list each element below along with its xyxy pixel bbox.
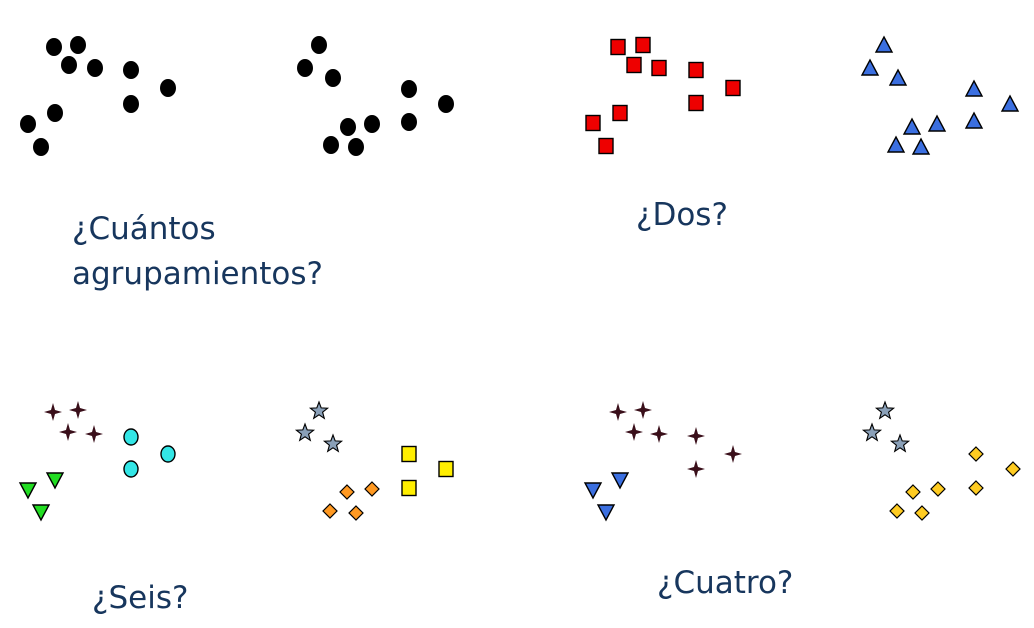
- green-triangle-point: [20, 483, 36, 498]
- gold-diamond-point: [969, 447, 983, 461]
- red-square-point: [689, 96, 703, 111]
- blue-triangle-point: [966, 113, 982, 128]
- dark-star-point: [687, 460, 705, 478]
- red-square-point: [726, 81, 740, 96]
- orange-diamond-point: [323, 504, 337, 518]
- cyan-circle-point: [124, 461, 138, 477]
- data-point: [438, 95, 454, 113]
- data-point: [340, 118, 356, 136]
- question-four: ¿Cuatro?: [657, 562, 793, 604]
- data-point: [61, 56, 77, 74]
- question-six: ¿Seis?: [92, 577, 188, 619]
- blue-triangle-point: [1002, 96, 1018, 111]
- red-square-point: [636, 38, 650, 53]
- question-two: ¿Dos?: [636, 194, 728, 236]
- gold-diamond-point: [890, 504, 904, 518]
- gray-star-point: [891, 435, 908, 451]
- gold-diamond-point: [931, 482, 945, 496]
- red-square-point: [613, 106, 627, 121]
- gray-star-point: [310, 402, 327, 418]
- data-point: [33, 138, 49, 156]
- green-triangle-point: [33, 505, 49, 520]
- green-triangle-point: [47, 473, 63, 488]
- data-point: [87, 59, 103, 77]
- gold-diamond-point: [915, 506, 929, 520]
- orange-diamond-point: [349, 506, 363, 520]
- data-point: [323, 136, 339, 154]
- dark-star-point: [650, 425, 668, 443]
- blue-triangle-point: [862, 60, 878, 75]
- cyan-circle-point: [161, 446, 175, 462]
- data-point: [325, 69, 341, 87]
- blue-triangle-point: [966, 81, 982, 96]
- question-how-many-line2: agrupamientos?: [72, 253, 323, 295]
- data-point: [20, 115, 36, 133]
- red-square-point: [586, 116, 600, 131]
- red-square-point: [611, 40, 625, 55]
- red-square-point: [599, 139, 613, 154]
- yellow-square-point: [402, 481, 416, 496]
- data-point: [46, 38, 62, 56]
- dark-star-point: [44, 403, 62, 421]
- data-point: [348, 138, 364, 156]
- data-point: [70, 36, 86, 54]
- blue-triangle-point: [598, 505, 614, 520]
- red-square-point: [627, 58, 641, 73]
- blue-triangle-point: [612, 473, 628, 488]
- gray-star-point: [863, 424, 880, 440]
- gray-star-point: [296, 424, 313, 440]
- cyan-circle-point: [124, 429, 138, 445]
- dark-star-point: [634, 401, 652, 419]
- question-how-many-line1: ¿Cuántos: [72, 208, 216, 250]
- data-point: [297, 59, 313, 77]
- data-point: [364, 115, 380, 133]
- gray-star-point: [324, 435, 341, 451]
- dark-star-point: [687, 427, 705, 445]
- orange-diamond-point: [365, 482, 379, 496]
- data-point: [123, 61, 139, 79]
- data-point: [311, 36, 327, 54]
- data-point: [47, 104, 63, 122]
- gold-diamond-point: [969, 481, 983, 495]
- yellow-square-point: [439, 462, 453, 477]
- dark-star-point: [59, 423, 77, 441]
- dark-star-point: [69, 401, 87, 419]
- data-point: [160, 79, 176, 97]
- blue-triangle-point: [904, 119, 920, 134]
- blue-triangle-point: [585, 483, 601, 498]
- gray-star-point: [876, 402, 893, 418]
- blue-triangle-point: [929, 116, 945, 131]
- blue-triangle-point: [888, 137, 904, 152]
- blue-triangle-point: [876, 37, 892, 52]
- dark-star-point: [724, 445, 742, 463]
- yellow-square-point: [402, 447, 416, 462]
- blue-triangle-point: [913, 139, 929, 154]
- data-point: [123, 95, 139, 113]
- dark-star-point: [85, 425, 103, 443]
- blue-triangle-point: [890, 70, 906, 85]
- red-square-point: [689, 63, 703, 78]
- red-square-point: [652, 61, 666, 76]
- dark-star-point: [625, 423, 643, 441]
- gold-diamond-point: [1006, 462, 1020, 476]
- dark-star-point: [609, 403, 627, 421]
- data-point: [401, 80, 417, 98]
- gold-diamond-point: [906, 485, 920, 499]
- orange-diamond-point: [340, 485, 354, 499]
- data-point: [401, 113, 417, 131]
